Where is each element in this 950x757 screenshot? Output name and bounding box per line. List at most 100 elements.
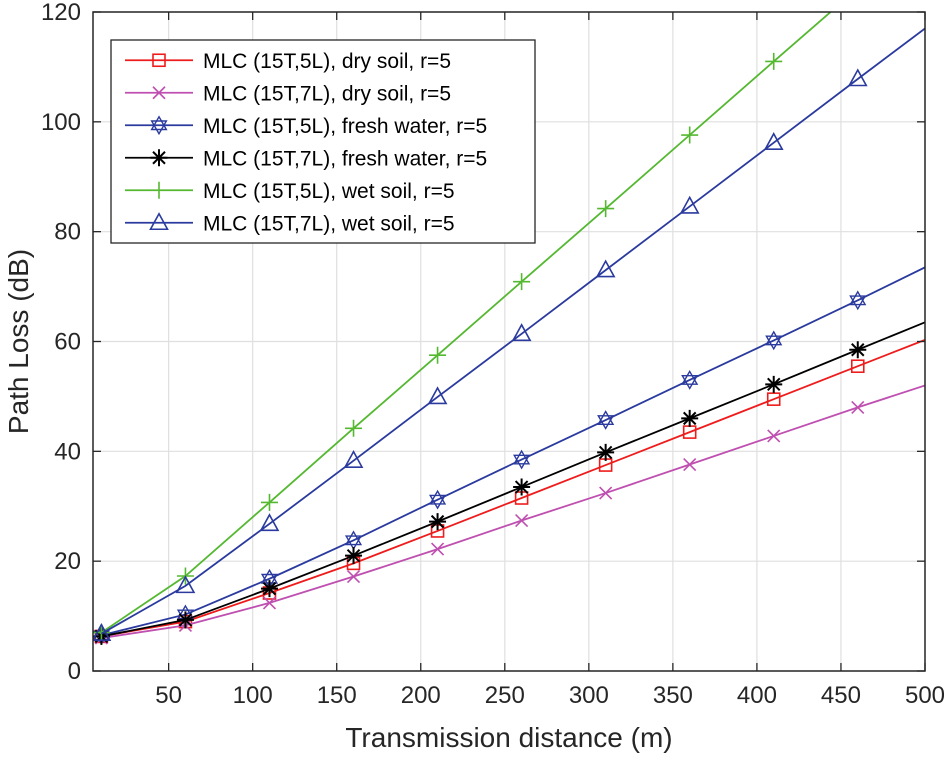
data-point bbox=[427, 386, 448, 405]
hexagram-part bbox=[849, 290, 867, 306]
data-point bbox=[849, 341, 867, 359]
data-point bbox=[515, 513, 529, 528]
y-tick-label: 80 bbox=[54, 219, 81, 246]
y-tick-label: 40 bbox=[54, 438, 81, 465]
x-tick-label: 250 bbox=[485, 682, 525, 709]
y-tick-label: 20 bbox=[54, 548, 81, 575]
data-point bbox=[851, 400, 865, 414]
data-point bbox=[850, 359, 865, 374]
data-point bbox=[595, 259, 616, 278]
legend-item: MLC (15T,7L), dry soil, r=5 bbox=[125, 82, 451, 105]
x-tick-label: 400 bbox=[737, 682, 777, 709]
series-4 bbox=[93, 321, 925, 645]
x-axis-title: Transmission distance (m) bbox=[345, 722, 672, 753]
series-line bbox=[100, 27, 925, 635]
y-tick-label: 60 bbox=[54, 329, 81, 356]
hexagram-part bbox=[765, 330, 783, 346]
data-point bbox=[262, 596, 277, 610]
hexagram-part bbox=[150, 120, 168, 136]
legend-marker bbox=[150, 115, 168, 136]
data-point bbox=[429, 346, 447, 364]
series-5 bbox=[93, 12, 832, 642]
data-point bbox=[429, 513, 447, 531]
legend-label: MLC (15T,7L), wet soil, r=5 bbox=[203, 212, 455, 235]
y-tick-label: 120 bbox=[41, 0, 81, 26]
legend-label: MLC (15T,7L), fresh water, r=5 bbox=[203, 147, 487, 170]
legend-marker bbox=[149, 212, 169, 231]
series-3 bbox=[93, 266, 925, 646]
legend-marker bbox=[152, 86, 166, 100]
data-point bbox=[681, 409, 699, 427]
ticks bbox=[93, 11, 926, 672]
legend-item: MLC (15T,7L), wet soil, r=5 bbox=[125, 212, 455, 235]
legend-label: MLC (15T,7L), dry soil, r=5 bbox=[203, 82, 451, 105]
y-tick-label: 100 bbox=[41, 109, 81, 136]
x-tick-label: 350 bbox=[653, 682, 693, 709]
hexagram-part bbox=[344, 530, 363, 546]
data-point bbox=[260, 493, 278, 511]
data-point bbox=[599, 486, 613, 500]
y-tick-label: 0 bbox=[68, 658, 81, 685]
data-point bbox=[513, 478, 531, 496]
plot-series bbox=[93, 12, 925, 646]
hexagram-part bbox=[765, 335, 783, 351]
hexagram-part bbox=[681, 370, 699, 385]
hexagram-part bbox=[513, 449, 531, 465]
series-line bbox=[101, 384, 925, 639]
data-point bbox=[344, 530, 363, 551]
x-tick-label: 200 bbox=[401, 682, 441, 709]
data-point bbox=[93, 622, 112, 641]
data-point bbox=[597, 443, 615, 461]
series-line bbox=[101, 266, 925, 637]
hexagram-part bbox=[681, 374, 699, 390]
data-point bbox=[345, 419, 363, 437]
data-point bbox=[260, 580, 278, 598]
data-point bbox=[511, 323, 532, 342]
hexagram-part bbox=[428, 494, 447, 510]
hexagram-part bbox=[513, 454, 531, 470]
data-point bbox=[765, 375, 783, 393]
data-point bbox=[847, 68, 868, 87]
data-point bbox=[259, 513, 280, 532]
legend-item: MLC (15T,5L), wet soil, r=5 bbox=[125, 180, 455, 203]
data-point bbox=[763, 132, 784, 151]
legend-marker bbox=[152, 53, 166, 68]
series-2 bbox=[94, 384, 925, 645]
data-point bbox=[93, 624, 110, 642]
legend-item: MLC (15T,7L), fresh water, r=5 bbox=[125, 147, 487, 170]
tick-labels: 50 100 150 200 250 300 350 400 450 500 0 20 40 60 80 10… bbox=[41, 0, 945, 709]
legend-label: MLC (15T,5L), fresh water, r=5 bbox=[203, 115, 487, 138]
data-point bbox=[346, 569, 361, 584]
data-point bbox=[681, 370, 699, 390]
legend-label: MLC (15T,5L), wet soil, r=5 bbox=[203, 180, 455, 203]
hexagram-part bbox=[597, 415, 615, 430]
series-6 bbox=[93, 27, 925, 641]
data-point bbox=[679, 195, 700, 214]
data-point bbox=[176, 611, 194, 629]
legend-item: MLC (15T,5L), dry soil, r=5 bbox=[125, 50, 451, 73]
data-point bbox=[428, 489, 447, 510]
y-axis-title: Path Loss (dB) bbox=[3, 249, 34, 434]
data-point bbox=[765, 52, 783, 70]
legend-marker bbox=[150, 181, 168, 199]
hexagram-part bbox=[150, 115, 168, 131]
legend-label: MLC (15T,5L), dry soil, r=5 bbox=[203, 50, 451, 73]
series-line bbox=[101, 321, 925, 638]
data-point bbox=[343, 450, 364, 468]
data-point bbox=[513, 273, 531, 291]
data-point bbox=[849, 290, 867, 311]
hexagram-part bbox=[260, 573, 279, 589]
x-tick-label: 150 bbox=[317, 682, 357, 709]
data-point bbox=[597, 410, 615, 430]
hexagram-part bbox=[428, 489, 447, 505]
legend: MLC (15T,5L), dry soil, r=5 MLC (15T,7L),… bbox=[110, 39, 536, 244]
series-line bbox=[101, 339, 925, 638]
legend-marker bbox=[150, 149, 168, 167]
data-point bbox=[513, 449, 531, 470]
data-point bbox=[766, 392, 781, 406]
data-point bbox=[683, 457, 697, 472]
x-tick-label: 450 bbox=[821, 682, 861, 709]
x-tick-label: 50 bbox=[155, 682, 182, 709]
data-point bbox=[345, 547, 363, 565]
